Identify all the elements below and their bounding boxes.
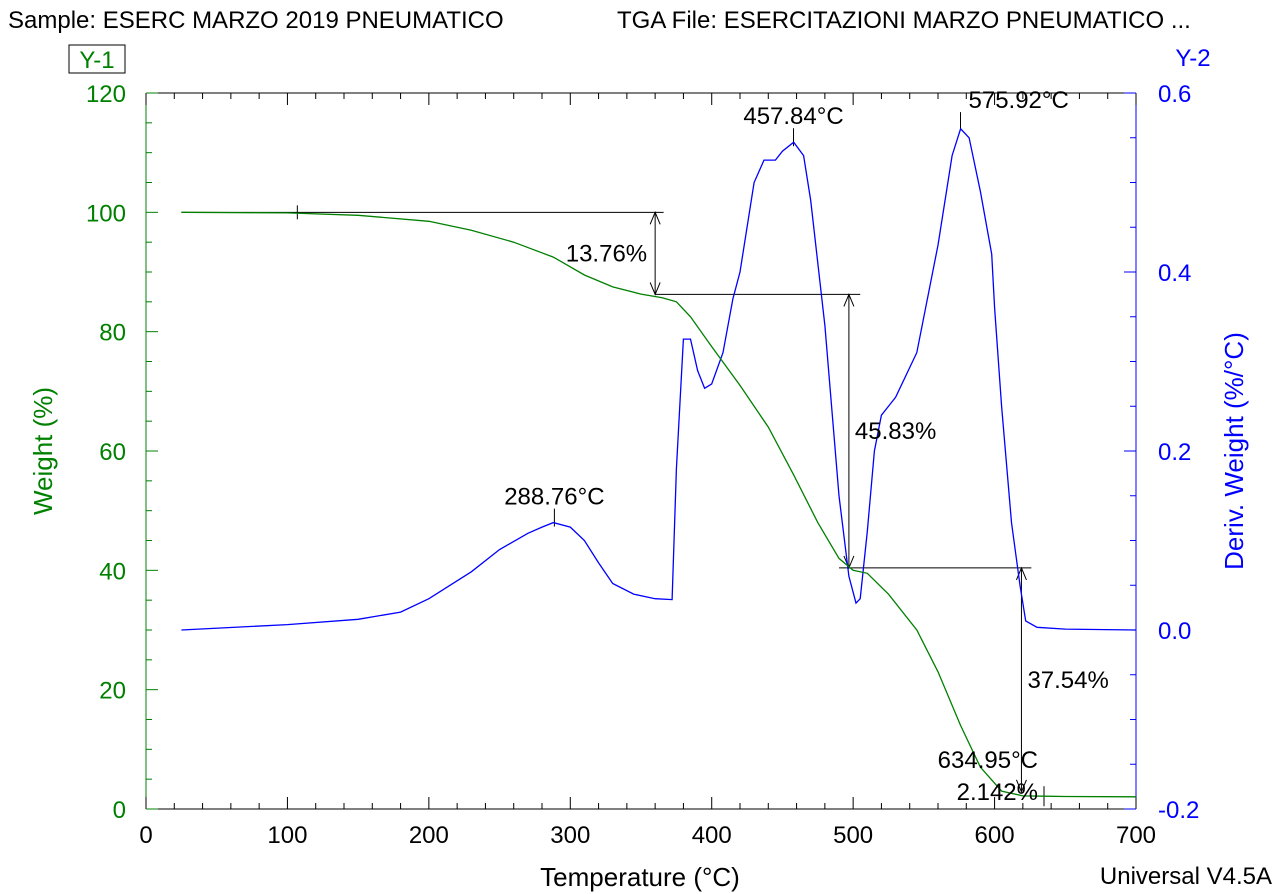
tick-labels: 0 100 200 300 400 500 600 700 0 20 40 60 80 100 120 -0.… — [86, 81, 1199, 849]
y2-tick-label: 0.0 — [1158, 618, 1191, 645]
y1-tick-label: 120 — [86, 81, 126, 108]
x-tick-label: 100 — [267, 822, 307, 849]
x-tick-label: 0 — [139, 822, 152, 849]
y1-tick-label: 20 — [99, 678, 126, 705]
step-label: 45.83% — [855, 418, 936, 445]
peak-label: 288.76°C — [504, 484, 604, 511]
annotation-lines — [181, 112, 1045, 807]
version-label: Universal V4.5A — [1100, 863, 1272, 890]
y1-tag: Y-1 — [79, 47, 114, 74]
residue-temp-label: 634.95°C — [938, 747, 1038, 774]
y2-tick-label: 0.6 — [1158, 81, 1191, 108]
x-tick-label: 700 — [1116, 822, 1156, 849]
sample-title: Sample: ESERC MARZO 2019 PNEUMATICO — [8, 7, 504, 34]
x-tick-label: 400 — [692, 822, 732, 849]
y1-tick-label: 80 — [99, 320, 126, 347]
x-tick-label: 500 — [833, 822, 873, 849]
y1-tick-label: 40 — [99, 558, 126, 585]
y2-axis-title: Deriv. Weight (%/°C) — [1219, 332, 1249, 570]
y1-axis-title: Weight (%) — [28, 387, 58, 515]
file-title: TGA File: ESERCITAZIONI MARZO PNEUMATICO… — [617, 7, 1191, 34]
peak-label: 457.84°C — [743, 103, 843, 130]
annotation-labels: 13.76% 45.83% 37.54% 288.76°C 457.84°C 575.92… — [504, 87, 1109, 806]
y1-tick-label: 60 — [99, 439, 126, 466]
x-tick-label: 200 — [409, 822, 449, 849]
y2-tag: Y-2 — [1175, 45, 1210, 72]
step-label: 37.54% — [1027, 667, 1108, 694]
y2-tick-label: 0.4 — [1158, 260, 1191, 287]
y2-tick-label: 0.2 — [1158, 439, 1191, 466]
y1-tick-label: 100 — [86, 200, 126, 227]
y2-tick-label: -0.2 — [1158, 797, 1199, 824]
x-tick-label: 600 — [975, 822, 1015, 849]
y1-tag-box — [68, 44, 126, 74]
step-label: 13.76% — [566, 240, 647, 267]
x-tick-label: 300 — [550, 822, 590, 849]
step-arrow-head — [649, 211, 661, 225]
step-arrow-head — [843, 293, 855, 307]
deriv-weight-line — [181, 127, 1137, 631]
step-arrow-head — [1015, 779, 1027, 794]
peak-label: 575.92°C — [969, 87, 1069, 114]
axes — [145, 92, 1137, 810]
weight-line — [181, 211, 1137, 798]
y1-tick-label: 0 — [113, 797, 126, 824]
residue-value-label: 2.142% — [957, 779, 1038, 806]
x-axis-title: Temperature (°C) — [540, 862, 740, 892]
